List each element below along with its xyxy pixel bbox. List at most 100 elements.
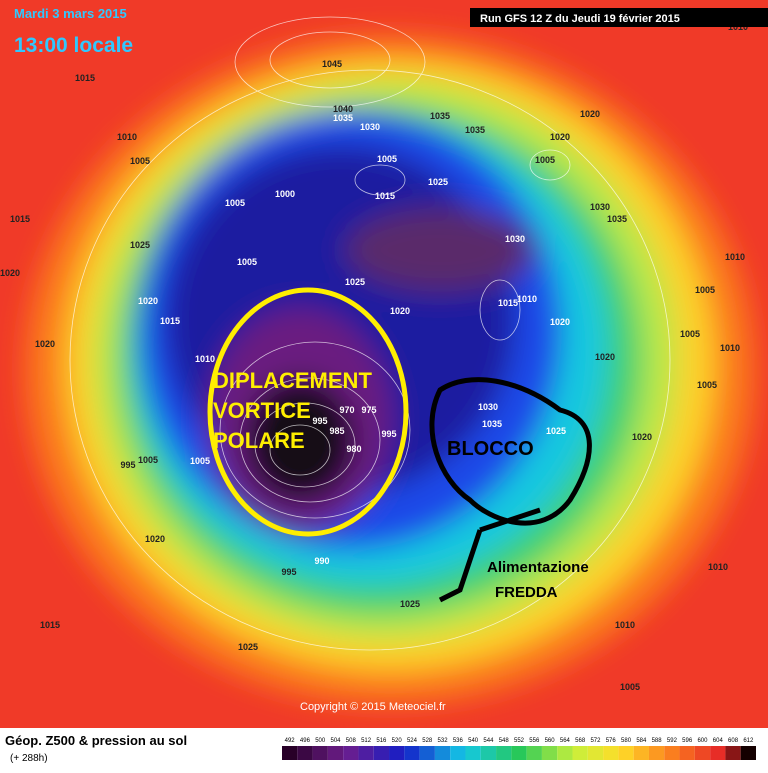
isobar-label: 1020 xyxy=(595,352,615,362)
isobar-label: 1025 xyxy=(546,426,566,436)
scale-cell xyxy=(343,746,359,760)
scale-label: 504 xyxy=(331,738,342,744)
isobar-label: 1010 xyxy=(720,343,740,353)
vortex-outline xyxy=(207,287,409,537)
isobar-label: 1030 xyxy=(505,234,525,244)
isobar-label: 1005 xyxy=(620,682,640,692)
isobar-label: 1035 xyxy=(430,111,450,121)
isobar-label: 1015 xyxy=(160,316,180,326)
scale-label: 524 xyxy=(407,738,418,744)
isobar-label: 1005 xyxy=(130,156,150,166)
scale-cell xyxy=(297,746,313,760)
copyright: Copyright © 2015 Meteociel.fr xyxy=(300,701,446,713)
isobar-label: 1035 xyxy=(482,419,502,429)
isobar-label: 1015 xyxy=(375,191,395,201)
isobar-label: 1005 xyxy=(225,198,245,208)
scale-cell xyxy=(541,746,558,760)
block-label: BLOCCO xyxy=(447,438,534,460)
isobar-label: 1025 xyxy=(238,642,258,652)
scale-cell xyxy=(664,746,680,760)
isobar-label: 995 xyxy=(120,460,135,470)
isobar-label: 1015 xyxy=(75,73,95,83)
scale-label: 528 xyxy=(422,738,433,744)
scale-cell xyxy=(633,746,649,760)
isobar-label: 1010 xyxy=(517,294,537,304)
scale-label: 492 xyxy=(285,738,296,744)
scale-label: 608 xyxy=(728,738,739,744)
isobar-label: 1005 xyxy=(138,455,158,465)
isobar-label: 980 xyxy=(346,444,361,454)
isobar-label: 1005 xyxy=(377,154,397,164)
isobar-label: 1015 xyxy=(40,620,60,630)
isobar-label: 1020 xyxy=(390,306,410,316)
isobar-label: 1020 xyxy=(138,296,158,306)
scale-label: 532 xyxy=(438,738,449,744)
scale-label: 516 xyxy=(376,738,387,744)
isobar-label: 1010 xyxy=(725,252,745,262)
scale-label: 496 xyxy=(300,738,311,744)
scale-label: 520 xyxy=(392,738,403,744)
time: 13:00 locale xyxy=(14,34,133,57)
scale-label: 544 xyxy=(483,738,494,744)
date: Mardi 3 mars 2015 xyxy=(14,6,127,21)
footer-lead: (+ 288h) xyxy=(10,753,48,764)
isobar-label: 1005 xyxy=(697,380,717,390)
isobar-label: 1010 xyxy=(615,620,635,630)
scale-cell xyxy=(618,746,634,760)
scale-label: 540 xyxy=(468,738,479,744)
isobar-label: 1035 xyxy=(465,125,485,135)
vortex-label: VORTICE xyxy=(213,398,311,423)
isobar-label: 1020 xyxy=(632,432,652,442)
scale-cell xyxy=(511,746,527,760)
scale-cell xyxy=(710,746,726,760)
scale-cell xyxy=(404,746,420,760)
scale-label: 512 xyxy=(361,738,372,744)
scale-label: 600 xyxy=(697,738,708,744)
scale-cell xyxy=(679,746,695,760)
run-box xyxy=(470,8,768,27)
isobar-label: 1030 xyxy=(590,202,610,212)
isobar-label: 995 xyxy=(281,567,296,577)
isobar-label: 995 xyxy=(381,429,396,439)
vortex-label: DIPLACEMENT xyxy=(213,368,372,393)
feed-label: FREDDA xyxy=(495,584,558,601)
isobar-label: 990 xyxy=(314,556,329,566)
scale-label: 596 xyxy=(682,738,693,744)
isobar-label: 1035 xyxy=(333,113,353,123)
isobar-label: 1020 xyxy=(35,339,55,349)
scale-cell xyxy=(389,746,405,760)
run-info: Run GFS 12 Z du Jeudi 19 février 2015 xyxy=(480,13,680,25)
scale-cell xyxy=(526,746,542,760)
isobar-label: 1040 xyxy=(333,104,353,114)
isobar-label: 1030 xyxy=(478,402,498,412)
isobar-label: 1035 xyxy=(607,214,627,224)
scale-cell xyxy=(603,746,619,760)
isobar-label: 1010 xyxy=(708,562,728,572)
scale-cell xyxy=(740,746,756,760)
isobar-labels: 1045104010351030103510351020102010101015… xyxy=(0,22,748,692)
scale-label: 564 xyxy=(560,738,571,744)
isobar-label: 1020 xyxy=(580,109,600,119)
scale-cell xyxy=(358,746,374,760)
scale-cell xyxy=(648,746,665,760)
isobar-label: 1020 xyxy=(0,268,20,278)
scale-label: 584 xyxy=(636,738,647,744)
isobar-label: 1005 xyxy=(535,155,555,165)
feed-label: Alimentazione xyxy=(487,559,589,576)
scale-label: 612 xyxy=(743,738,754,744)
scale-cell xyxy=(694,746,711,760)
isobar-label: 1005 xyxy=(190,456,210,466)
vortex-label: POLARE xyxy=(213,428,305,453)
scale-cell xyxy=(373,746,390,760)
scale-cell xyxy=(496,746,512,760)
scale-cell xyxy=(557,746,573,760)
isobar-label: 970 xyxy=(339,405,354,415)
scale-cell xyxy=(480,746,497,760)
scale-cell xyxy=(419,746,435,760)
isobar-label: 1015 xyxy=(498,298,518,308)
scale-cell xyxy=(587,746,604,760)
isobar-label: 975 xyxy=(361,405,376,415)
scale-label: 560 xyxy=(545,738,556,744)
scale-label: 588 xyxy=(652,738,663,744)
